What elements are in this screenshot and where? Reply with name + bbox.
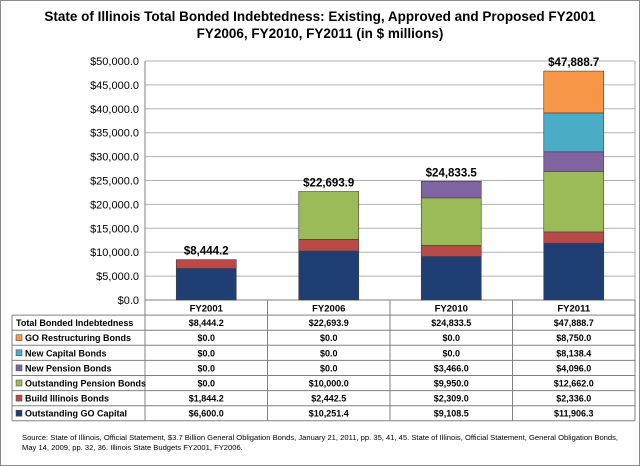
table-cell-value: $2,442.5 [311,394,346,404]
table-cell-value: $4,096.0 [556,363,591,373]
bar-segment [543,112,605,153]
y-tick-label: $10,000.0 [90,247,139,259]
table-cell-value: $9,108.5 [434,409,469,419]
bar-segment [175,268,237,301]
y-tick-label: $30,000.0 [90,152,139,164]
table-row-label: New Capital Bonds [25,348,107,358]
y-tick-label: $25,000.0 [90,176,139,188]
y-tick-label: $35,000.0 [90,128,139,140]
table-cell-value: $12,662.0 [554,379,594,389]
table-row-label: Build Illinois Bonds [25,394,109,404]
table-row-label: Total Bonded Indebtedness [16,318,133,328]
bar-segment [298,191,360,240]
table-row-label: Outstanding GO Capital [25,409,127,419]
bar-segment [420,245,482,257]
table-cell-value: $0.0 [197,348,215,358]
legend-key [15,409,23,417]
table-cell-value: $10,000.0 [309,379,349,389]
y-tick-label: $15,000.0 [90,223,139,235]
chart-title-line-1: State of Illinois Total Bonded Indebtedn… [44,9,596,24]
table-cell-value: $22,693.9 [309,318,349,328]
table-cell-value: $10,251.4 [309,409,349,419]
legend-key [15,349,23,357]
bar-segment [543,171,605,233]
bar-segment [543,242,605,301]
total-data-label: $24,833.5 [426,167,478,179]
table-cell-value: $0.0 [442,348,460,358]
bar-segment [298,239,360,252]
bar-segment [420,256,482,301]
table-cell-value: $8,138.4 [556,348,591,358]
bar-segment [543,231,605,244]
total-data-label: $22,693.9 [303,178,354,190]
table-cell-value: $8,444.2 [189,318,224,328]
table-cell-value: $6,600.0 [189,409,224,419]
y-tick-label: $20,000.0 [90,199,139,211]
y-tick-label: $45,000.0 [90,80,139,92]
legend-key [15,364,23,372]
table-row-label: Outstanding Pension Bonds [25,379,146,389]
table-cell-value: $47,888.7 [554,318,594,328]
total-data-label: $8,444.2 [184,246,229,258]
table-cell-value: $11,906.3 [554,409,594,419]
bar-segment [298,250,360,301]
table-cell-value: $0.0 [320,348,338,358]
table-cell-value: $8,750.0 [556,333,591,343]
table-cell-value: $0.0 [197,363,215,373]
legend-key [15,334,23,341]
table-row-label: GO Restructuring Bonds [25,333,131,343]
table-cell-value: $2,309.0 [434,394,469,404]
bar-segment [420,180,482,199]
bar-segment [543,70,605,114]
table-row-label: New Pension Bonds [25,363,112,373]
legend-key [15,394,23,402]
table-cell-value: $9,950.0 [434,379,469,389]
chart-title: State of Illinois Total Bonded Indebtedn… [0,8,640,42]
total-data-label: $47,888.7 [548,57,599,69]
table-cell-value: $0.0 [197,333,215,343]
table-cell-value: $0.0 [320,333,338,343]
table-cell-value: $0.0 [442,333,460,343]
table-cell-value: $0.0 [320,363,338,373]
bar-segment [420,197,482,246]
y-tick-label: $50,000.0 [90,56,139,68]
x-category-label: FY2006 [312,304,345,315]
y-tick-label: $40,000.0 [90,104,139,116]
legend-key [15,379,23,387]
y-tick-label: $5,000.0 [96,271,139,283]
table-cell-value: $3,466.0 [434,363,469,373]
table-cell-value: $0.0 [197,379,215,389]
source-note: Source: State of Illinois, Official Stat… [22,433,619,452]
table-cell-value: $2,336.0 [556,394,591,404]
table-cell-value: $24,833.5 [431,318,471,328]
x-category-label: FY2011 [557,304,590,315]
chart-title-line-2: FY2006, FY2010, FY2011 (in $ millions) [196,26,444,41]
table-cell-value: $1,844.2 [189,394,224,404]
x-category-label: FY2010 [435,304,468,315]
y-tick-label: $0.0 [118,295,139,307]
x-category-label: FY2001 [190,304,224,315]
bar-segment [543,151,605,172]
bar-segment [175,259,237,269]
